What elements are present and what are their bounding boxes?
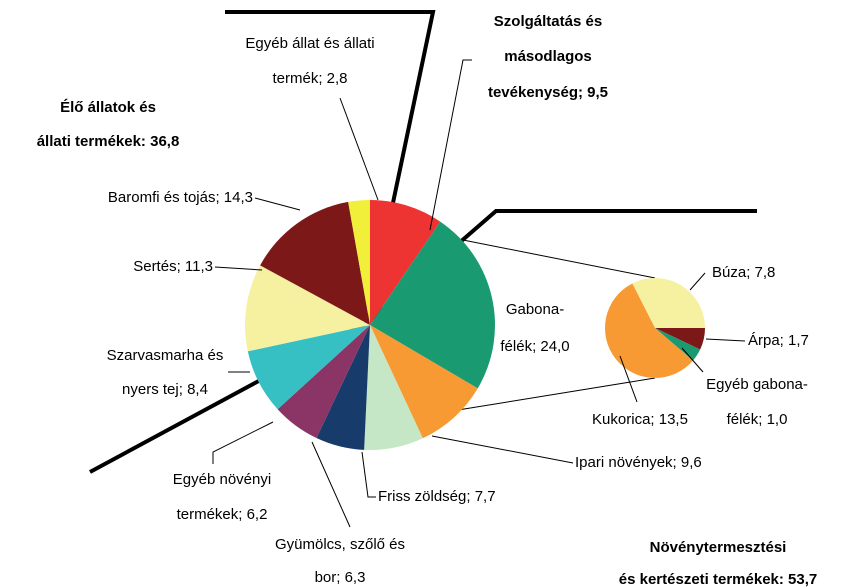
pie-connector bbox=[462, 239, 656, 279]
slice-label: Kukorica; 13,5 bbox=[592, 411, 688, 428]
group-label: és kertészeti termékek: 53,7 bbox=[619, 571, 817, 587]
pie-slice bbox=[632, 278, 705, 328]
label-connector bbox=[361, 451, 376, 498]
label-connector bbox=[619, 355, 638, 403]
pie-slice bbox=[316, 325, 370, 450]
slice-label: termékek; 6,2 bbox=[177, 506, 268, 523]
pie-slice bbox=[260, 201, 370, 325]
pie-slice bbox=[370, 200, 441, 325]
pie-slice bbox=[370, 325, 478, 439]
label-connector bbox=[311, 441, 351, 528]
slice-label: félék; 24,0 bbox=[500, 338, 569, 355]
slice-label: Sertés; 11,3 bbox=[133, 258, 213, 275]
label-connector bbox=[254, 197, 301, 211]
label-connector bbox=[705, 338, 746, 342]
group-label: Növénytermesztési bbox=[650, 539, 787, 556]
slice-label: Friss zöldség; 7,7 bbox=[378, 488, 496, 505]
pie-slice bbox=[605, 283, 694, 378]
slice-label: Baromfi és tojás; 14,3 bbox=[108, 189, 253, 206]
pie-slice bbox=[244, 265, 370, 352]
slice-label: másodlagos bbox=[504, 48, 592, 65]
pie-slice bbox=[247, 325, 370, 410]
slice-label: Egyéb gabona- bbox=[706, 376, 808, 393]
pie-slice bbox=[364, 325, 423, 450]
slice-label: Egyéb növényi bbox=[173, 471, 271, 488]
group-label: állati termékek: 36,8 bbox=[37, 133, 180, 150]
pie-slice bbox=[370, 221, 496, 389]
slice-label: Árpa; 1,7 bbox=[748, 332, 809, 349]
pie-slice bbox=[655, 328, 701, 361]
label-connector bbox=[214, 266, 263, 271]
slice-label: Egyéb állat és állati bbox=[245, 35, 374, 52]
slice-label: Szarvasmarha és bbox=[107, 347, 224, 364]
slice-label: Búza; 7,8 bbox=[712, 264, 775, 281]
slice-label: tevékenység; 9,5 bbox=[488, 84, 608, 101]
pie-slice bbox=[348, 200, 370, 325]
slice-label: termék; 2,8 bbox=[272, 70, 347, 87]
label-connector bbox=[681, 347, 704, 373]
slice-label: nyers tej; 8,4 bbox=[122, 381, 208, 398]
slice-label: félék; 1,0 bbox=[727, 411, 788, 428]
slice-label: Ipari növények; 9,6 bbox=[575, 454, 702, 471]
label-connector bbox=[429, 59, 472, 231]
slice-label: Gyümölcs, szőlő és bbox=[275, 536, 405, 553]
pie-connector bbox=[457, 377, 656, 411]
label-connector bbox=[339, 97, 379, 201]
group-label: Élő állatok és bbox=[60, 99, 156, 116]
pie-slice bbox=[655, 328, 705, 350]
divider-line bbox=[89, 10, 436, 474]
label-connector bbox=[689, 272, 706, 291]
label-connector bbox=[431, 435, 574, 464]
slice-label: bor; 6,3 bbox=[315, 569, 366, 586]
slice-label: Szolgáltatás és bbox=[494, 13, 602, 30]
slice-label: Gabona- bbox=[506, 301, 564, 318]
pie-slice bbox=[277, 325, 370, 438]
label-connector bbox=[212, 421, 274, 464]
